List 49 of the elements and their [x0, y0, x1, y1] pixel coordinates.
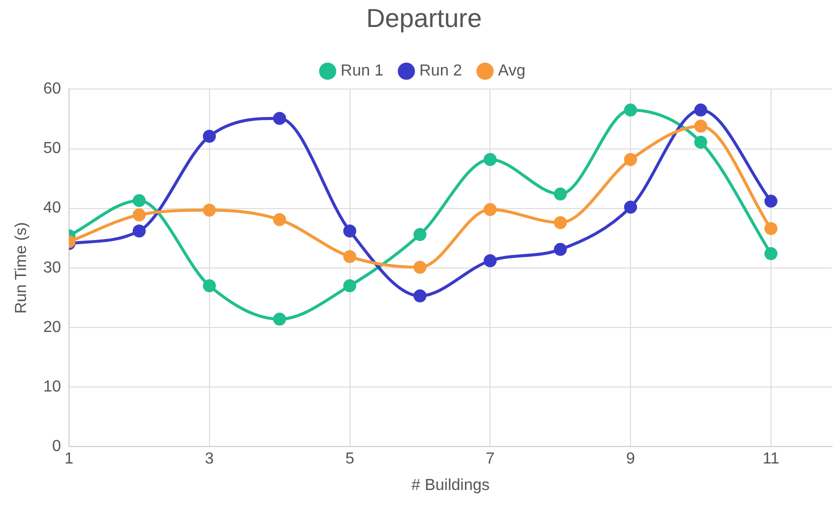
point	[624, 104, 638, 117]
legend-label: Run 1	[340, 62, 384, 80]
point	[694, 120, 708, 133]
point	[273, 312, 286, 326]
point	[694, 136, 708, 149]
point	[764, 247, 778, 260]
point	[764, 222, 778, 236]
point	[413, 289, 426, 302]
x-tick-label: 9	[626, 450, 636, 468]
point	[413, 260, 426, 274]
point	[273, 112, 286, 125]
point	[273, 213, 286, 226]
x-tick-label: 5	[345, 450, 354, 468]
point	[343, 224, 356, 238]
y-tick-label: 10	[43, 378, 62, 396]
x-axis-title: # Buildings	[411, 476, 490, 494]
x-tick-label: 7	[486, 450, 495, 468]
point	[484, 152, 497, 166]
chart-title: Departure	[366, 2, 482, 33]
y-tick-label: 50	[43, 140, 62, 158]
point	[202, 204, 216, 217]
legend-label: Avg	[498, 62, 526, 80]
point	[764, 194, 778, 208]
point	[554, 188, 567, 201]
point	[624, 152, 638, 166]
point	[413, 228, 426, 242]
point	[202, 279, 216, 292]
point	[343, 250, 356, 264]
point	[132, 208, 146, 222]
point	[484, 203, 497, 216]
y-tick-label: 40	[43, 200, 62, 217]
y-axis-title: Run Time (s)	[13, 222, 30, 314]
y-tick-label: 0	[52, 438, 62, 456]
point	[484, 254, 497, 268]
point	[694, 104, 708, 117]
point	[202, 130, 216, 143]
x-tick-label: 3	[204, 450, 214, 468]
y-tick-label: 30	[43, 259, 62, 276]
y-tick-label: 60	[43, 80, 62, 98]
point	[554, 242, 567, 256]
point	[624, 200, 638, 214]
point	[132, 194, 146, 208]
point	[343, 279, 356, 292]
y-tick-label: 20	[43, 318, 62, 336]
x-tick-label: 1	[64, 450, 74, 468]
point	[132, 224, 146, 238]
x-tick-label: 11	[762, 450, 780, 468]
point	[554, 216, 567, 230]
legend-label: Run 2	[419, 62, 462, 80]
